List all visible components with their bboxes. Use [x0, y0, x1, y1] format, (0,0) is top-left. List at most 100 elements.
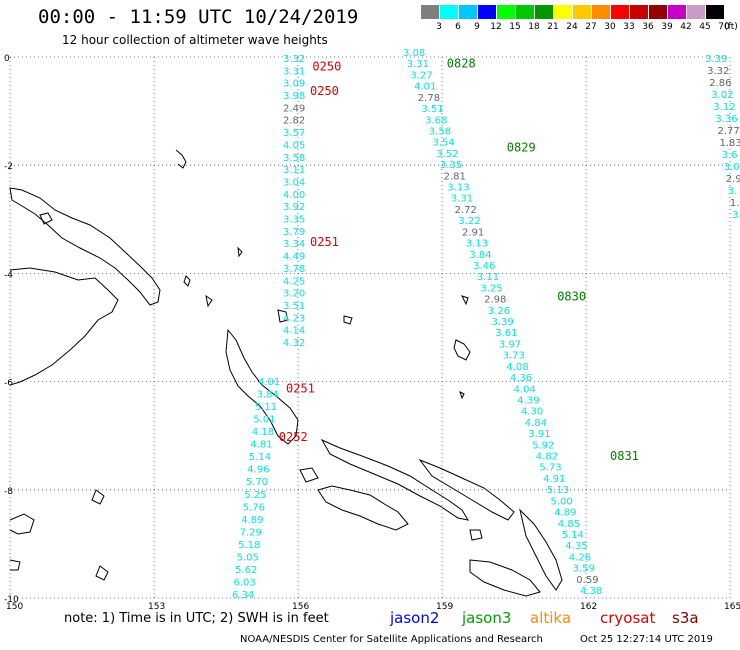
wave-height-value: 4.89	[241, 515, 263, 526]
legend-swatch	[459, 5, 477, 19]
wave-height-value: 3.68	[425, 115, 447, 126]
wave-height-value: 3.25	[480, 283, 502, 294]
wave-height-value: 3.91	[528, 429, 550, 440]
wave-height-value: 4.18	[252, 427, 274, 438]
wave-height-value: 3.98	[283, 91, 305, 102]
wave-height-value: 4.23	[283, 313, 305, 324]
wave-height-value: 3.73	[503, 351, 525, 362]
coast-island-9	[461, 295, 469, 306]
wave-height-value: 4.35	[565, 541, 587, 552]
coast-guadalcanal	[469, 559, 541, 597]
wave-height-value: 3.20	[283, 289, 305, 300]
wave-height-value: 4.96	[247, 465, 269, 476]
footer-credit: NOAA/NESDIS Center for Satellite Applica…	[240, 634, 543, 645]
wave-height-value: 4.05	[283, 140, 305, 151]
wave-height-value: 3.34	[283, 239, 305, 250]
wave-height-value: 3.26	[488, 306, 510, 317]
coast-island-1	[39, 212, 53, 225]
wave-height-value: 4.82	[536, 452, 558, 463]
legend-label: 24	[566, 22, 578, 32]
legend-label: 36	[642, 22, 654, 32]
coast-island-16	[9, 559, 21, 571]
pass-time-label: 0252	[279, 430, 308, 444]
wave-height-value: 3.31	[407, 59, 429, 70]
wave-height-value: 4.36	[510, 373, 532, 384]
wave-height-value: 5.76	[243, 502, 265, 513]
pass-time-label: 0250	[310, 84, 339, 98]
wave-height-value: 3.11	[477, 272, 499, 283]
wave-height-value: 3.51	[283, 301, 305, 312]
wave-height-value: 1.	[730, 198, 740, 209]
y-tick-label: -10	[4, 595, 19, 605]
footer-timestamp: Oct 25 12:27:14 UTC 2019	[580, 634, 713, 645]
coast-santa-isabel	[418, 458, 515, 521]
coast-island-6	[277, 309, 289, 323]
wave-height-value: 2.86	[709, 78, 731, 89]
legend-swatch	[440, 5, 458, 19]
wave-height-value: 3.84	[257, 390, 279, 401]
wave-height-value: 3.52	[436, 149, 458, 160]
wave-height-value: 2.72	[455, 205, 477, 216]
coast-malaita	[519, 508, 563, 591]
legend-swatch	[649, 5, 667, 19]
wave-height-value: 3.	[728, 186, 738, 197]
legend-label: 18	[528, 22, 540, 32]
legend-swatch	[573, 5, 591, 19]
coast-island-3	[237, 246, 243, 258]
map-grid	[9, 56, 731, 599]
legend-swatch	[611, 5, 629, 19]
legend-label: 12	[490, 22, 502, 32]
x-tick-label: 150	[6, 602, 23, 610]
wave-height-value: 3.46	[473, 261, 495, 272]
coast-island-5	[205, 294, 213, 308]
wave-height-value: 4.32	[283, 338, 305, 349]
wave-height-value: 4.39	[517, 396, 539, 407]
wave-height-value: 2.98	[484, 295, 506, 306]
pass-time-label: 0828	[447, 57, 476, 71]
wave-height-value: 3.39	[492, 317, 514, 328]
satellite-name: jason3	[462, 609, 512, 627]
coast-island-4	[183, 275, 191, 287]
legend-swatch	[668, 5, 686, 19]
coastlines	[9, 149, 563, 597]
coast-island-8	[453, 339, 471, 361]
wave-height-value: 4.49	[283, 252, 305, 263]
coast-choiseul	[320, 438, 470, 521]
pass-time-label: 0250	[312, 59, 341, 73]
wave-height-value: 3.13	[447, 183, 469, 194]
wave-height-value: 3.0	[724, 162, 740, 173]
wave-height-value: 5.73	[539, 463, 561, 474]
wave-height-value: 3.13	[466, 239, 488, 250]
wave-height-value: 5.05	[237, 552, 259, 563]
altimeter-tracks: 3.323.313.093.982.492.823.574.053.583.11…	[232, 48, 740, 601]
wave-height-value: 2.81	[444, 171, 466, 182]
wave-height-value: 3.39	[705, 54, 727, 65]
wave-height-value: 5.62	[235, 565, 257, 576]
x-tick-label: 153	[148, 602, 165, 610]
wave-height-value: 1.83	[720, 138, 740, 149]
legend-swatch	[535, 5, 553, 19]
legend-swatch	[706, 5, 724, 19]
wave-height-value: 4.84	[525, 418, 547, 429]
wave-height-value: 4.89	[554, 508, 576, 519]
legend-swatch	[554, 5, 572, 19]
wave-height-value: 3.61	[495, 328, 517, 339]
wave-height-value: 4.14	[283, 326, 305, 337]
pass-time-label: 0831	[610, 449, 639, 463]
legend-label: 27	[585, 22, 597, 32]
satellite-name: s3a	[672, 609, 699, 627]
x-tick-label: 156	[292, 602, 309, 610]
wave-height-value: 3.57	[283, 128, 305, 139]
note-text: note: 1) Time is in UTC; 2) SWH is in fe…	[64, 611, 329, 626]
wave-height-value: 5.18	[238, 540, 260, 551]
legend-swatch	[592, 5, 610, 19]
legend-swatch	[421, 5, 439, 19]
wave-height-value: 3.31	[451, 194, 473, 205]
wave-height-value: 3.35	[440, 160, 462, 171]
wave-height-value: 5.14	[249, 452, 271, 463]
satellite-name: cryosat	[600, 609, 656, 627]
legend-label: 6	[455, 22, 461, 32]
wave-height-value: 4.01	[258, 377, 280, 388]
wave-height-value: 3.58	[283, 153, 305, 164]
